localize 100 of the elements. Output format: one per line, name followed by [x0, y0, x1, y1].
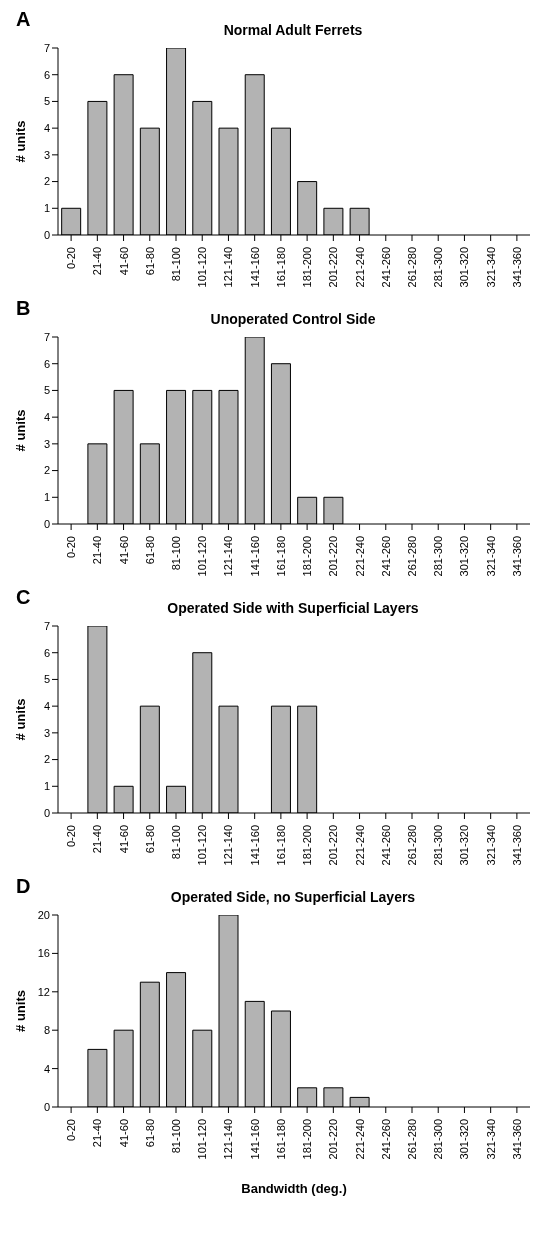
x-tick-label: 301-320	[458, 1119, 471, 1160]
y-tick-label: 0	[43, 228, 50, 241]
x-tick-label: 221-240	[353, 1119, 366, 1160]
y-tick-label: 16	[37, 947, 50, 960]
y-axis-title: # units	[12, 698, 28, 741]
x-tick-label: 221-240	[353, 825, 366, 866]
y-tick-label: 0	[43, 1100, 50, 1113]
y-tick-label: 4	[43, 122, 50, 135]
x-tick-label: 81-100	[170, 825, 182, 860]
chart-title: Operated Side, no Superficial Layers	[170, 889, 416, 905]
x-tick-label: 0-20	[65, 247, 78, 270]
x-tick-label: 301-320	[458, 247, 471, 288]
x-tick-label: 0-20	[65, 536, 78, 559]
y-tick-label: 2	[43, 753, 50, 766]
text: D	[16, 875, 31, 898]
y-tick-label: 6	[43, 357, 50, 370]
y-tick-label: 2	[43, 464, 50, 477]
x-tick-label: 141-160	[248, 1119, 261, 1160]
x-tick-label: 161-180	[274, 247, 287, 288]
x-tick-label: 341-360	[510, 825, 523, 866]
x-tick-label: 61-80	[143, 247, 156, 276]
x-tick-label: 21-40	[91, 247, 104, 276]
x-tick-label: 281-300	[432, 536, 445, 577]
y-tick-label: 0	[43, 806, 50, 819]
x-tick-label: 221-240	[353, 247, 366, 288]
x-tick-label: 321-340	[484, 1119, 497, 1160]
chart-title: Normal Adult Ferrets	[223, 22, 363, 38]
x-tick-label: 121-140	[222, 536, 235, 577]
x-tick-label: 301-320	[458, 825, 471, 866]
x-tick-label: 321-340	[484, 536, 497, 577]
x-tick-label: 181-200	[301, 536, 314, 577]
x-tick-label: 101-120	[196, 247, 209, 288]
x-tick-label: 41-60	[117, 1119, 130, 1148]
y-axis-title: # units	[12, 120, 28, 163]
x-tick-label: 201-220	[327, 1119, 340, 1160]
x-tick-label: 221-240	[353, 536, 366, 577]
x-tick-label: 141-160	[248, 536, 261, 577]
y-tick-label: 6	[43, 646, 50, 659]
x-tick-label: 0-20	[65, 1119, 78, 1142]
x-tick-label: 261-280	[406, 825, 418, 866]
x-tick-label: 61-80	[143, 825, 156, 854]
x-tick-label: 201-220	[327, 825, 340, 866]
x-tick-label: 201-220	[327, 247, 340, 288]
y-tick-label: 1	[43, 780, 50, 793]
x-tick-label: 141-160	[248, 247, 261, 288]
x-tick-label: 41-60	[117, 825, 130, 854]
x-tick-label: 81-100	[170, 1119, 182, 1154]
x-tick-label: 161-180	[274, 536, 287, 577]
y-tick-label: 6	[43, 68, 50, 81]
x-tick-label: 281-300	[432, 825, 445, 866]
x-axis-title: Bandwidth (deg.)	[241, 1181, 347, 1196]
x-tick-label: 241-260	[379, 825, 392, 866]
y-tick-label: 8	[43, 1024, 50, 1037]
x-tick-label: 261-280	[406, 1119, 418, 1160]
x-tick-label: 261-280	[406, 247, 418, 288]
y-tick-label: 5	[43, 95, 50, 108]
x-tick-label: 321-340	[484, 825, 497, 866]
x-tick-label: 321-340	[484, 247, 497, 288]
x-tick-label: 141-160	[248, 825, 261, 866]
x-tick-label: 181-200	[301, 247, 314, 288]
x-tick-label: 61-80	[143, 536, 156, 565]
x-tick-label: 281-300	[432, 1119, 445, 1160]
y-tick-label: 12	[37, 985, 50, 998]
text: A	[16, 8, 31, 31]
x-tick-label: 241-260	[379, 247, 392, 288]
y-tick-label: 4	[43, 411, 50, 424]
y-tick-label: 7	[43, 330, 50, 343]
y-tick-label: 7	[43, 41, 50, 54]
x-tick-label: 41-60	[117, 536, 130, 565]
y-axis-title: # units	[12, 409, 28, 452]
x-tick-label: 101-120	[196, 1119, 209, 1160]
y-tick-label: 4	[43, 700, 50, 713]
x-tick-label: 161-180	[274, 1119, 287, 1160]
x-tick-label: 101-120	[196, 536, 209, 577]
x-tick-label: 341-360	[510, 1119, 523, 1160]
y-tick-label: 0	[43, 517, 50, 530]
x-tick-label: 201-220	[327, 536, 340, 577]
x-tick-label: 0-20	[65, 825, 78, 848]
y-tick-label: 3	[43, 726, 50, 739]
y-tick-label: 1	[43, 202, 50, 215]
y-tick-label: 4	[43, 1062, 50, 1075]
y-tick-label: 7	[43, 619, 50, 632]
x-tick-label: 241-260	[379, 1119, 392, 1160]
y-tick-label: 5	[43, 673, 50, 686]
x-tick-label: 301-320	[458, 536, 471, 577]
x-tick-label: 21-40	[91, 536, 104, 565]
y-tick-label: 5	[43, 384, 50, 397]
x-tick-label: 261-280	[406, 536, 418, 577]
x-tick-label: 181-200	[301, 1119, 314, 1160]
x-tick-label: 121-140	[222, 1119, 235, 1160]
x-tick-label: 21-40	[91, 825, 104, 854]
y-tick-label: 1	[43, 491, 50, 504]
y-tick-label: 2	[43, 175, 50, 188]
x-tick-label: 121-140	[222, 247, 235, 288]
x-tick-label: 41-60	[117, 247, 130, 276]
x-tick-label: 121-140	[222, 825, 235, 866]
x-tick-label: 181-200	[301, 825, 314, 866]
x-tick-label: 81-100	[170, 247, 182, 282]
chart-title: Operated Side with Superficial Layers	[167, 600, 419, 616]
y-tick-label: 3	[43, 148, 50, 161]
